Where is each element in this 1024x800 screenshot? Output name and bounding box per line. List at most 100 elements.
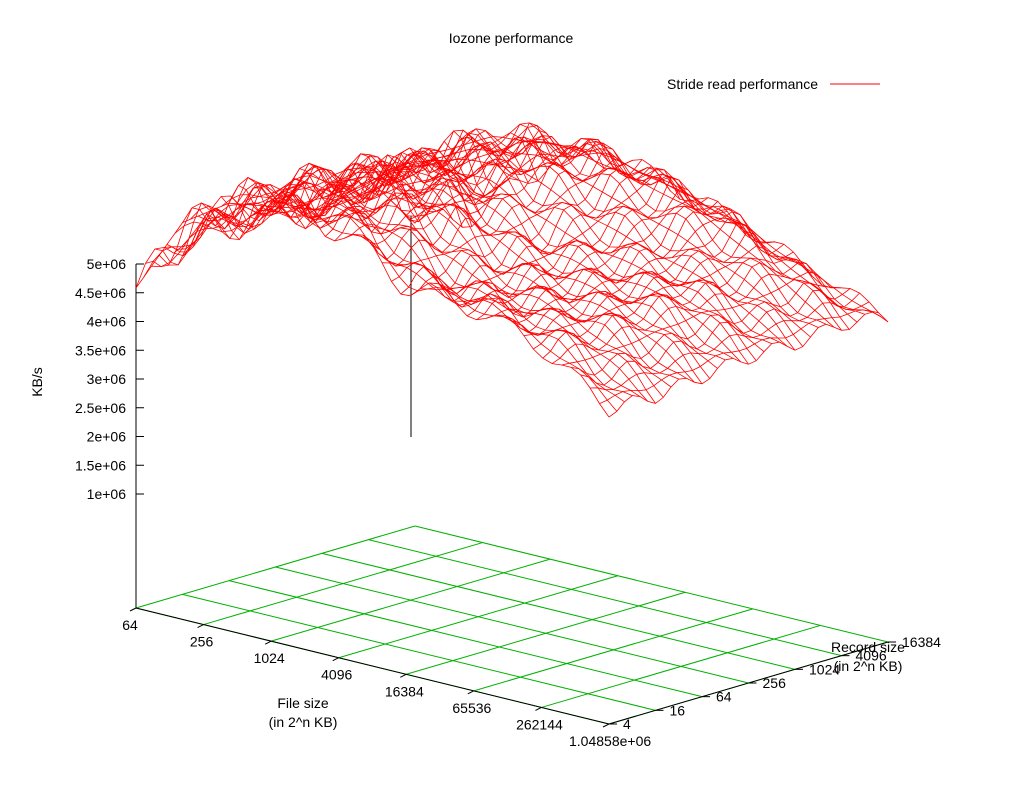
y-tick-label: 4 (623, 716, 631, 732)
chart-title: Iozone performance (449, 30, 574, 46)
surface-line-record-size (476, 211, 756, 321)
z-tick-label: 2e+06 (87, 429, 127, 445)
z-tick-label: 4.5e+06 (75, 285, 126, 301)
surface-line-record-size (381, 158, 662, 266)
surface-line-record-size (296, 122, 577, 229)
surface-line-record-size (571, 282, 851, 376)
surface-line-record-size (514, 231, 794, 336)
surface-line-record-size (485, 217, 766, 319)
x-tick-label: 1.04858e+06 (569, 733, 651, 749)
surface-line-record-size (372, 146, 652, 267)
surface-line-record-size (590, 301, 870, 391)
x-axis-label-line-2: (in 2^n KB) (269, 714, 338, 730)
surface-line-record-size (419, 176, 699, 290)
surface-line-record-size (410, 175, 690, 297)
surface-line-record-size (258, 128, 539, 230)
x-tick-label: 256 (190, 634, 214, 650)
grid-line-y (228, 580, 703, 698)
surface-line-record-size (145, 162, 425, 268)
surface-line-record-size (182, 152, 463, 256)
surface-line-record-size (239, 137, 520, 216)
surface-line-record-size (353, 143, 633, 245)
surface-line-record-size (315, 141, 595, 224)
x-axis-label: File size (in 2^n KB) (269, 695, 338, 730)
surface-line-record-size (608, 311, 889, 418)
grid-line-y (414, 525, 889, 643)
surface-line-record-size (466, 205, 747, 317)
surface-line-record-size (202, 152, 482, 230)
surface-line-record-size (495, 218, 775, 324)
surface-line-record-size (457, 199, 737, 306)
surface-line-record-size (599, 309, 879, 404)
surface-line-record-size (504, 221, 785, 333)
z-axis-label: KB/s (29, 367, 45, 397)
surface-mesh (135, 122, 889, 418)
z-tick-label: 3e+06 (87, 371, 127, 387)
surface-line-record-size (306, 129, 586, 225)
z-tick-label: 1e+06 (87, 486, 127, 502)
legend-label: Stride read performance (667, 76, 818, 92)
surface-line-record-size (438, 176, 718, 308)
surface-line-record-size (429, 173, 709, 303)
x-axis-line (135, 607, 610, 725)
grid-line-y (275, 566, 749, 684)
x-tick-mark (332, 657, 339, 662)
surface-line-record-size (230, 129, 510, 230)
y-tick-label: 16 (670, 702, 686, 718)
grid-line-y (182, 593, 656, 711)
z-tick-label: 1.5e+06 (75, 457, 126, 473)
tick-labels: 1e+06 1.5e+06 2e+06 2.5e+06 3e+06 3.5e+06 4e+0… (75, 256, 941, 749)
x-tick-mark (535, 706, 542, 711)
y-tick-label: 1024 (809, 661, 840, 677)
x-tick-label: 4096 (321, 667, 352, 683)
surface-line-record-size (154, 154, 435, 266)
legend: Stride read performance (667, 76, 880, 92)
y-tick-label: 256 (763, 675, 787, 691)
y-axis-label-line-2: (in 2^n KB) (834, 658, 903, 674)
y-tick-label: 4096 (856, 648, 887, 664)
surface-line-record-size (220, 130, 501, 234)
x-tick-label: 16384 (385, 683, 424, 699)
base-grid (135, 525, 889, 725)
x-tick-mark (400, 673, 407, 678)
surface-line-record-size (580, 289, 860, 386)
surface-line-record-size (523, 245, 803, 337)
surface-line-file-size (407, 152, 881, 317)
surface-line-file-size (252, 160, 726, 361)
y-tick-label: 16384 (902, 634, 941, 650)
x-tick-mark (602, 723, 610, 728)
x-tick-mark (129, 607, 137, 612)
x-tick-mark (467, 690, 475, 695)
x-tick-label: 1024 (254, 650, 285, 666)
surface-line-record-size (448, 186, 728, 305)
grid-line-y (321, 552, 796, 670)
surface-line-record-size (391, 167, 671, 282)
x-axis-label-line-1: File size (277, 695, 329, 711)
surface-line-record-size (211, 140, 491, 227)
surface-line-record-size (277, 132, 558, 211)
surface-line-record-size (533, 257, 813, 350)
x-tick-label: 65536 (452, 700, 491, 716)
z-tick-label: 3.5e+06 (75, 342, 126, 358)
x-tick-label: 64 (122, 617, 138, 633)
surface-line-record-size (164, 156, 444, 253)
surface-line-record-size (192, 147, 473, 248)
axes (129, 216, 896, 728)
z-tick-label: 2.5e+06 (75, 400, 126, 416)
grid-line-y (368, 539, 842, 657)
x-tick-label: 262144 (516, 716, 563, 732)
surface-line-record-size (324, 135, 605, 237)
surface-line-record-size (362, 140, 643, 261)
y-tick-label: 64 (716, 689, 732, 705)
z-tick-label: 5e+06 (87, 256, 127, 272)
surface-line-record-size (400, 167, 681, 295)
surface-line-record-size (561, 279, 841, 366)
surface-line-record-size (551, 271, 832, 364)
x-tick-mark (264, 640, 272, 645)
y-axis-label: Record size (in 2^n KB) (831, 639, 905, 674)
surface-line-record-size (334, 136, 615, 242)
surface-line-record-size (343, 146, 624, 239)
z-tick-label: 4e+06 (87, 314, 127, 330)
x-tick-mark (197, 624, 204, 629)
